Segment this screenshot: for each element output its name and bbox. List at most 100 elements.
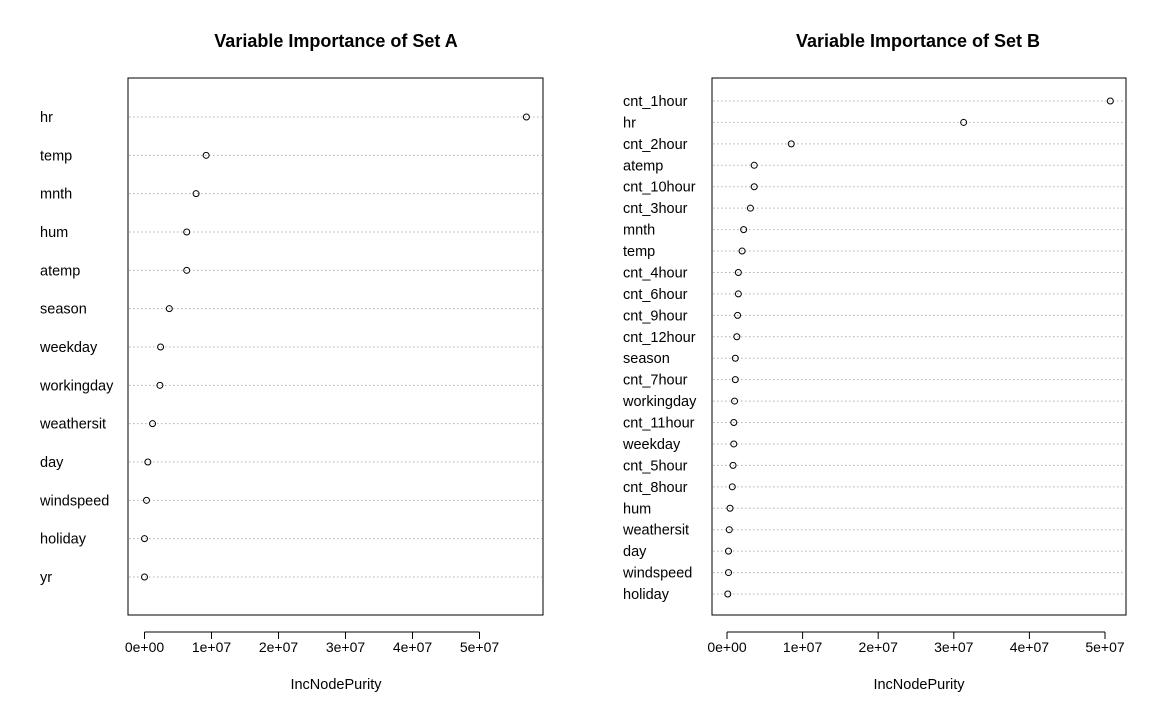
data-point-holiday [724, 590, 732, 598]
variable-label-day: day [623, 544, 647, 560]
x-tick-label: 1e+07 [783, 639, 823, 655]
data-point-yr [141, 573, 148, 581]
panel-set-a: Variable Importance of Set A hrtempmnthh… [39, 31, 544, 693]
x-tick-label: 4e+07 [1010, 639, 1050, 655]
grid-lines-set-b [713, 100, 1125, 595]
variable-label-windspeed: windspeed [622, 566, 692, 582]
data-point-hr [522, 113, 530, 121]
variable-label-mnth: mnth [40, 187, 72, 203]
variable-label-atemp: atemp [40, 263, 80, 279]
x-axis-label-set-b: IncNodePurity [873, 677, 965, 693]
x-tick-label: 5e+07 [1085, 639, 1125, 655]
variable-label-cnt_11hour: cnt_11hour [623, 416, 695, 432]
x-tick-label: 2e+07 [859, 639, 899, 655]
variable-label-cnt_5hour: cnt_5hour [623, 458, 688, 474]
variable-label-holiday: holiday [40, 532, 87, 548]
x-axis-label-set-a: IncNodePurity [290, 677, 382, 693]
data-point-weekday [157, 343, 165, 351]
variable-label-hum: hum [40, 225, 68, 241]
x-tick-label: 5e+07 [460, 639, 500, 655]
variable-label-workingday: workingday [39, 378, 114, 394]
variable-label-cnt_4hour: cnt_4hour [623, 265, 688, 281]
data-point-windspeed [725, 569, 733, 577]
x-tick-label: 2e+07 [259, 639, 299, 655]
data-point-workingday [731, 397, 739, 405]
data-point-cnt_12hour [733, 333, 741, 341]
variable-label-temp: temp [40, 148, 72, 164]
variable-label-holiday: holiday [623, 587, 670, 603]
variable-label-season: season [40, 302, 87, 318]
data-point-hr [960, 118, 968, 126]
data-point-cnt_8hour [728, 483, 736, 491]
data-point-cnt_10hour [750, 183, 758, 191]
data-point-day [725, 547, 733, 555]
variable-label-cnt_6hour: cnt_6hour [623, 287, 688, 303]
data-point-season [731, 354, 739, 362]
variable-label-cnt_8hour: cnt_8hour [623, 480, 688, 496]
plot-frame-set-a [127, 77, 544, 616]
data-point-cnt_1hour [1106, 97, 1114, 105]
variable-labels-set-a: hr temp mnth hum atemp season weekday workingda… [39, 110, 114, 586]
x-tick-label: 0e+00 [707, 639, 747, 655]
variable-label-mnth: mnth [623, 223, 655, 239]
points-set-b [724, 97, 1114, 598]
variable-label-cnt_9hour: cnt_9hour [623, 308, 688, 324]
variable-label-cnt_10hour: cnt_10hour [623, 180, 696, 196]
variable-label-cnt_3hour: cnt_3hour [623, 201, 688, 217]
data-point-cnt_3hour [746, 204, 754, 212]
data-point-temp [738, 247, 746, 255]
data-point-holiday [141, 535, 148, 543]
data-point-cnt_7hour [731, 376, 739, 384]
plot-frame-set-b [711, 77, 1127, 616]
data-point-hum [183, 228, 191, 236]
data-point-windspeed [143, 496, 151, 504]
panel-set-b: Variable Importance of Set B cnt_1hourhr… [622, 31, 1127, 693]
data-point-temp [202, 151, 210, 159]
data-point-day [144, 458, 152, 466]
x-tick-label: 4e+07 [393, 639, 433, 655]
variable-label-cnt_1hour: cnt_1hour [623, 94, 688, 110]
variable-label-temp: temp [623, 244, 655, 260]
data-point-hum [726, 504, 734, 512]
variable-label-weathersit: weathersit [622, 523, 689, 539]
data-point-season [165, 305, 173, 313]
data-point-workingday [156, 381, 164, 389]
variable-label-windspeed: windspeed [39, 493, 109, 509]
variable-label-season: season [623, 351, 670, 367]
variable-label-hr: hr [40, 110, 53, 126]
x-tick-label: 3e+07 [934, 639, 974, 655]
x-axis-set-a: 0e+00 1e+07 2e+07 3e+07 4e+07 5e+07 [125, 631, 500, 655]
variable-label-cnt_12hour: cnt_12hour [623, 330, 696, 346]
data-point-weathersit [149, 420, 157, 428]
data-point-mnth [192, 190, 200, 198]
variable-label-cnt_7hour: cnt_7hour [623, 373, 688, 389]
variable-label-atemp: atemp [623, 158, 663, 174]
x-tick-label: 3e+07 [326, 639, 366, 655]
x-tick-label: 1e+07 [192, 639, 232, 655]
data-point-cnt_11hour [730, 419, 738, 427]
data-point-weathersit [725, 526, 733, 534]
variable-label-weathersit: weathersit [39, 417, 106, 433]
variable-label-weekday: weekday [622, 437, 681, 453]
data-point-cnt_6hour [734, 290, 742, 298]
variable-label-hr: hr [623, 115, 636, 131]
data-point-mnth [740, 226, 748, 234]
variable-label-yr: yr [40, 570, 52, 586]
data-point-cnt_9hour [734, 311, 742, 319]
data-point-cnt_5hour [729, 461, 737, 469]
grid-lines-set-a [129, 116, 542, 578]
chart-title-set-a: Variable Importance of Set A [214, 31, 457, 51]
variable-label-workingday: workingday [622, 394, 697, 410]
data-point-cnt_4hour [734, 268, 742, 276]
x-tick-label: 0e+00 [125, 639, 165, 655]
variable-label-day: day [40, 455, 64, 471]
data-point-weekday [730, 440, 738, 448]
x-axis-set-b: 0e+00 1e+07 2e+07 3e+07 4e+07 5e+07 [707, 631, 1125, 655]
variable-label-hum: hum [623, 501, 651, 517]
variable-label-weekday: weekday [39, 340, 98, 356]
variable-label-cnt_2hour: cnt_2hour [623, 137, 688, 153]
data-point-cnt_2hour [787, 140, 795, 148]
data-point-atemp [183, 266, 191, 274]
